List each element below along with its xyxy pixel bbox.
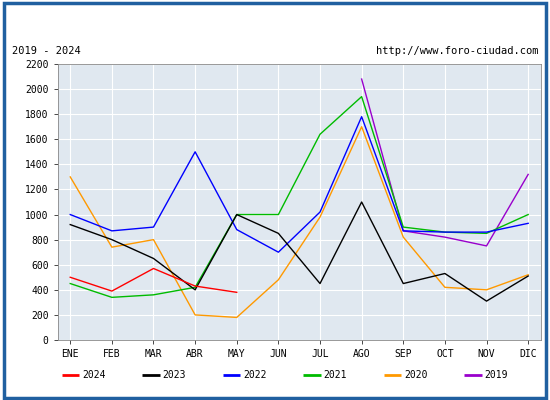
Text: 2022: 2022 xyxy=(243,370,266,380)
Text: 2019 - 2024: 2019 - 2024 xyxy=(12,46,81,56)
Text: 2019: 2019 xyxy=(485,370,508,380)
Text: Evolucion Nº Turistas Nacionales en el municipio de Fuenlabrada de los Montes: Evolucion Nº Turistas Nacionales en el m… xyxy=(12,16,538,29)
Text: 2021: 2021 xyxy=(323,370,347,380)
Text: 2023: 2023 xyxy=(162,370,186,380)
Text: http://www.foro-ciudad.com: http://www.foro-ciudad.com xyxy=(376,46,538,56)
Text: 2024: 2024 xyxy=(82,370,106,380)
Text: 2020: 2020 xyxy=(404,370,427,380)
